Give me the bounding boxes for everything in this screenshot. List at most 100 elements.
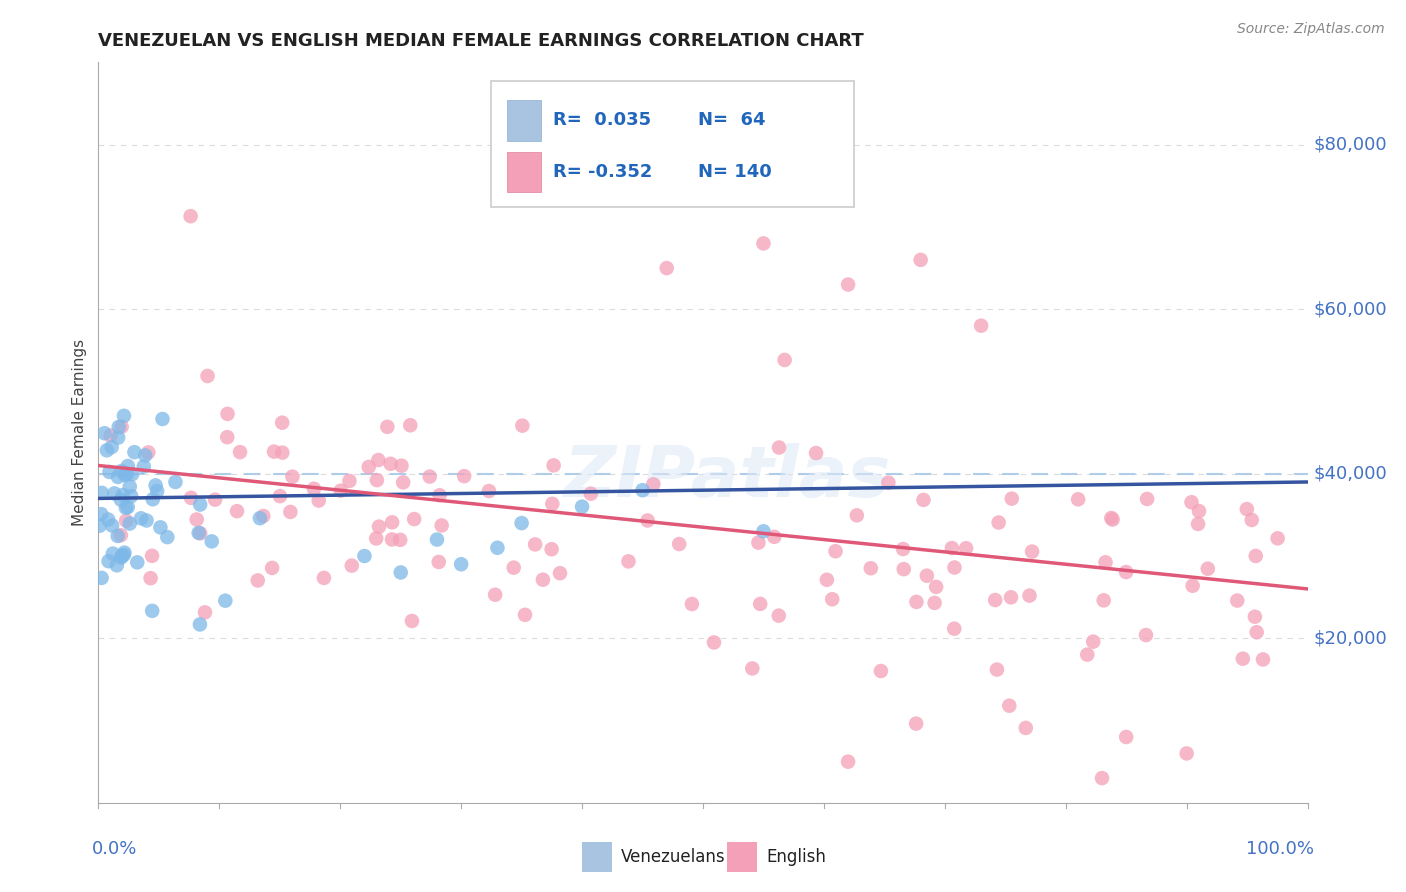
Point	[100, 440, 122, 454]
Point	[115, 500, 138, 515]
Point	[165, 475, 187, 489]
Point	[146, 484, 169, 499]
Point	[129, 511, 152, 525]
Point	[340, 558, 363, 573]
Point	[1115, 730, 1137, 744]
Point	[308, 493, 330, 508]
Point	[1092, 593, 1115, 607]
Point	[747, 535, 769, 549]
Point	[1001, 491, 1024, 506]
Point	[1197, 562, 1219, 576]
Point	[1267, 532, 1289, 546]
Point	[392, 475, 415, 490]
Point	[353, 549, 375, 563]
Point	[773, 353, 796, 368]
Point	[845, 508, 868, 523]
Point	[429, 488, 451, 502]
Point	[271, 416, 294, 430]
Point	[1232, 651, 1254, 665]
Point	[110, 492, 132, 507]
Text: ZIPatlas: ZIPatlas	[564, 442, 891, 511]
Point	[112, 548, 135, 562]
Point	[763, 530, 786, 544]
Point	[302, 482, 325, 496]
Point	[229, 445, 252, 459]
Point	[1099, 511, 1122, 525]
Point	[112, 546, 135, 560]
Point	[357, 459, 380, 474]
Point	[427, 555, 450, 569]
Point	[401, 614, 423, 628]
Point	[450, 558, 472, 572]
Point	[741, 661, 763, 675]
Point	[97, 554, 120, 568]
Point	[821, 592, 844, 607]
Point	[107, 431, 129, 445]
Point	[893, 562, 915, 576]
Point	[478, 484, 501, 499]
Point	[263, 444, 285, 458]
Point	[859, 561, 882, 575]
Point	[955, 541, 977, 556]
Point	[281, 469, 304, 483]
Point	[127, 555, 149, 569]
Point	[152, 412, 174, 426]
Point	[486, 541, 509, 555]
Point	[430, 518, 453, 533]
Point	[837, 755, 859, 769]
Point	[541, 497, 564, 511]
Point	[1226, 593, 1249, 607]
Point	[269, 489, 291, 503]
Point	[804, 446, 827, 460]
Point	[571, 500, 593, 514]
Point	[368, 519, 391, 533]
Point	[905, 716, 928, 731]
Point	[132, 459, 155, 474]
Point	[655, 261, 678, 276]
Point	[1018, 589, 1040, 603]
Point	[984, 593, 1007, 607]
Point	[1236, 502, 1258, 516]
Text: 100.0%: 100.0%	[1246, 840, 1313, 858]
Point	[262, 561, 284, 575]
Point	[943, 622, 966, 636]
Point	[925, 580, 948, 594]
Point	[141, 549, 163, 563]
Point	[426, 533, 449, 547]
Bar	[508, 152, 541, 193]
Point	[1240, 513, 1263, 527]
Bar	[582, 842, 613, 871]
Point	[768, 608, 790, 623]
Point	[1180, 495, 1202, 509]
Point	[214, 593, 236, 607]
Point	[768, 441, 790, 455]
Point	[112, 409, 135, 423]
Point	[453, 469, 475, 483]
Point	[1091, 771, 1114, 785]
Point	[987, 516, 1010, 530]
Point	[399, 418, 422, 433]
Point	[187, 525, 209, 540]
Point	[110, 528, 132, 542]
Text: $40,000: $40,000	[1313, 465, 1388, 483]
Text: English: English	[766, 848, 825, 866]
Point	[381, 533, 404, 547]
Point	[118, 516, 141, 531]
Text: N=  64: N= 64	[699, 112, 766, 129]
Point	[103, 486, 125, 500]
Point	[89, 518, 111, 533]
Point	[749, 597, 772, 611]
Point	[910, 252, 932, 267]
Point	[631, 483, 654, 498]
Point	[941, 541, 963, 555]
Point	[389, 533, 412, 547]
Point	[249, 511, 271, 525]
Text: $80,000: $80,000	[1313, 136, 1388, 153]
Point	[141, 604, 163, 618]
Point	[543, 458, 565, 473]
Text: Venezuelans: Venezuelans	[621, 848, 725, 866]
Point	[1076, 648, 1098, 662]
Point	[986, 663, 1008, 677]
Point	[121, 467, 143, 482]
Point	[915, 568, 938, 582]
